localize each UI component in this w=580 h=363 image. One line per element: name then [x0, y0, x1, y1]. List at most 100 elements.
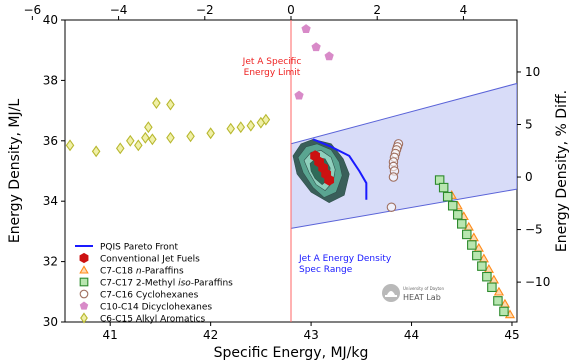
x-tick-label: 43	[303, 328, 318, 342]
series-5	[294, 24, 334, 100]
data-point	[477, 261, 487, 271]
data-point	[294, 90, 304, 100]
data-point	[487, 282, 497, 293]
heat-lab-logo: University of Dayton HEAT Lab	[382, 284, 444, 302]
legend-swatch	[79, 252, 89, 264]
right-tick-label: −5	[525, 223, 543, 237]
y-tick-label: 36	[43, 134, 58, 148]
data-point	[301, 24, 311, 34]
logo-heat-lab: HEAT Lab	[403, 293, 441, 302]
top-tick-label: 2	[373, 3, 381, 17]
series-0	[312, 138, 368, 200]
x-tick-label: 45	[504, 328, 519, 342]
legend-label: Conventional Jet Fuels	[100, 255, 200, 265]
bottom-axis: 41 42 43 44 45	[103, 322, 520, 342]
top-axis: −6 −4 −2 0 2 4	[23, 3, 467, 20]
data-point	[493, 286, 505, 296]
data-point	[324, 174, 335, 186]
legend: PQIS Pareto Front Conventional Jet Fuels C…	[75, 243, 233, 325]
data-point	[141, 131, 150, 144]
series-3	[434, 175, 509, 317]
legend-swatch	[79, 265, 89, 274]
data-point	[148, 133, 157, 146]
data-point	[493, 296, 503, 306]
data-point	[311, 42, 321, 52]
data-point	[452, 210, 463, 220]
logo-university: University of Dayton	[403, 286, 444, 291]
top-tick-label: −6	[23, 3, 41, 17]
x-tick-label: 41	[103, 328, 118, 342]
data-point	[324, 51, 334, 61]
y2-axis-label: Energy Density, % Diff.	[554, 90, 570, 252]
y-tick-label: 40	[43, 13, 58, 27]
legend-swatch	[79, 301, 89, 310]
data-point	[447, 200, 458, 211]
pareto-front-line	[312, 138, 368, 200]
data-point	[442, 191, 453, 202]
plot-area	[65, 20, 517, 322]
legend-item: C10-C14 Dicyclohexanes	[79, 301, 212, 313]
legend-label: PQIS Pareto Front	[100, 243, 178, 253]
y-axis-label: Energy Density, MJ/L	[7, 99, 23, 244]
data-point	[152, 97, 161, 109]
data-point	[65, 139, 75, 152]
legend-item: C6-C15 Alkyl Aromatics	[80, 312, 206, 325]
specific-limit-label-line1: Jet A Specific	[242, 57, 302, 67]
data-point	[206, 127, 215, 140]
legend-label: C7-C17 2-Methyl iso-Paraffins	[100, 279, 233, 289]
series-layer	[65, 24, 516, 319]
legend-item: C7-C17 2-Methyl iso-Paraffins	[79, 277, 233, 289]
data-point	[166, 131, 175, 144]
y-tick-label: 32	[43, 255, 58, 269]
data-point	[388, 172, 399, 182]
legend-swatch	[79, 289, 89, 299]
data-point	[499, 306, 509, 317]
legend-label: C6-C15 Alkyl Aromatics	[100, 315, 206, 325]
right-tick-label: 10	[525, 65, 540, 79]
top-tick-label: 0	[287, 3, 295, 17]
right-tick-label: 0	[525, 170, 533, 184]
data-point	[438, 182, 449, 193]
legend-item: C7-C18 n-Paraffins	[79, 265, 184, 277]
data-point	[226, 122, 236, 135]
data-point	[144, 121, 153, 134]
top-tick-label: −2	[196, 3, 214, 17]
legend-item: Conventional Jet Fuels	[79, 252, 200, 265]
data-point	[261, 113, 271, 126]
data-point	[134, 139, 143, 152]
data-point	[246, 119, 256, 132]
density-range-label-line1: Jet A Energy Density	[298, 254, 392, 264]
data-point	[467, 240, 477, 250]
legend-label: C7-C16 Cyclohexanes	[100, 291, 199, 301]
specific-limit-label-line2: Energy Limit	[244, 68, 301, 78]
top-tick-label: −4	[110, 3, 128, 17]
left-axis: 30 32 34 36 38 40	[43, 13, 65, 329]
series-4	[386, 139, 404, 212]
legend-label: C7-C18 n-Paraffins	[100, 267, 184, 277]
dome-icon	[382, 284, 400, 302]
x-tick-label: 42	[203, 328, 218, 342]
x-tick-label: 44	[404, 328, 419, 342]
y-tick-label: 30	[43, 315, 58, 329]
legend-item: C7-C16 Cyclohexanes	[79, 289, 199, 301]
series-6	[65, 97, 271, 158]
data-point	[472, 250, 482, 261]
data-point	[126, 134, 135, 147]
data-point	[166, 98, 175, 111]
series-1	[310, 150, 335, 186]
legend-swatch	[79, 277, 89, 287]
right-tick-label: 5	[525, 117, 533, 131]
y-tick-label: 34	[43, 194, 58, 208]
top-tick-label: 4	[460, 3, 468, 17]
right-axis: −10 −5 0 5 10	[517, 65, 550, 289]
density-range-label-line2: Spec Range	[299, 265, 353, 275]
legend-swatch	[80, 312, 88, 324]
data-point	[115, 142, 125, 155]
data-point	[462, 229, 472, 240]
legend-label: C10-C14 Dicyclohexanes	[100, 303, 212, 313]
legend-item: PQIS Pareto Front	[75, 243, 178, 253]
data-point	[91, 145, 101, 158]
data-point	[186, 130, 195, 143]
data-point	[457, 219, 467, 229]
